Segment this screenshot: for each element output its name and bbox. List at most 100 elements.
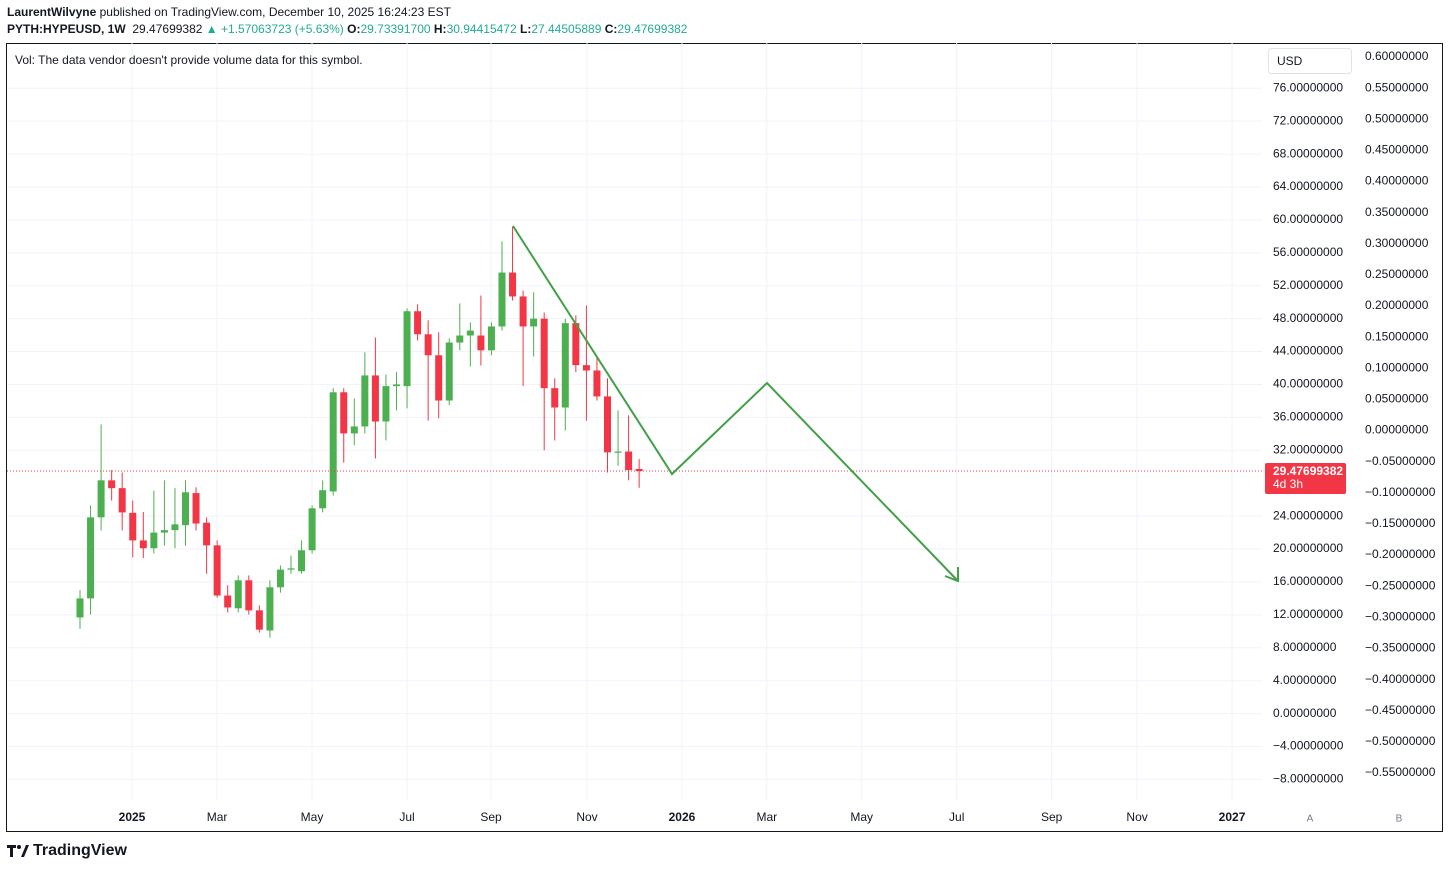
y-tick-label: 40.00000000	[1273, 377, 1343, 391]
y2-tick-label: −0.20000000	[1365, 547, 1436, 561]
y2-tick-label: 0.15000000	[1365, 329, 1429, 343]
candle-body	[498, 272, 506, 327]
axes: 76.00000000 72.00000000 68.00000000 64.0000…	[119, 49, 1436, 824]
y-tick-label: 64.00000000	[1273, 179, 1343, 193]
ohlc-value: 29.73391700	[360, 22, 431, 36]
candle-body	[118, 488, 126, 513]
published: published on TradingView.com, December 1…	[99, 5, 451, 19]
y2-tick-label: 0.60000000	[1365, 49, 1429, 63]
candle-body	[213, 545, 221, 596]
y2-tick-label: 0.30000000	[1365, 236, 1429, 250]
y-tick-label: 60.00000000	[1273, 212, 1343, 226]
candle-body	[87, 517, 95, 599]
candle-body	[108, 480, 116, 489]
candles	[7, 226, 1262, 638]
ohlc-key: L:	[519, 22, 532, 36]
y2-tick-label: 0.55000000	[1365, 80, 1429, 94]
candle-body	[350, 426, 358, 434]
x-tick-label: Nov	[1126, 810, 1147, 824]
y-tick-label: 20.00000000	[1273, 541, 1343, 555]
candle-body	[329, 392, 337, 492]
x-tick-label: 2027	[1219, 810, 1246, 824]
candle-body	[224, 595, 232, 608]
logo-text: TradingView	[33, 842, 128, 859]
volume-note: Vol: The data vendor doesn't provide vol…	[15, 53, 363, 67]
candle-body	[424, 334, 432, 356]
publish-line: LaurentWilvyne published on TradingView.…	[7, 5, 451, 19]
candle-body	[340, 392, 348, 434]
y2-tick-label: 0.05000000	[1365, 392, 1429, 406]
x-tick-label: May	[301, 810, 324, 824]
candle-body	[466, 330, 474, 336]
candle-body	[582, 365, 590, 371]
candle-body	[435, 355, 443, 401]
y2-tick-label: −0.55000000	[1365, 765, 1436, 779]
y2-tick-label: −0.05000000	[1365, 454, 1436, 468]
currency-box[interactable]	[1268, 48, 1352, 74]
candle-body	[182, 492, 190, 526]
y2-tick-label: 0.00000000	[1365, 423, 1429, 437]
candle-body	[487, 326, 495, 351]
price-label-box	[1265, 463, 1346, 495]
last-price: 29.47699382	[132, 22, 203, 36]
y2-tick-label: −0.50000000	[1365, 734, 1436, 748]
y2-tick-label: −0.35000000	[1365, 641, 1436, 655]
candle-body	[509, 272, 517, 297]
candle-body	[551, 388, 559, 408]
y2-tick-label: 0.35000000	[1365, 205, 1429, 219]
y-tick-label: 8.00000000	[1273, 640, 1337, 654]
change-arrow: ▲	[205, 22, 218, 36]
candle-body	[276, 569, 284, 588]
x-tick-label: 2026	[669, 810, 696, 824]
x-tick-label: Sep	[480, 810, 502, 824]
y2-tick-label: 0.25000000	[1365, 267, 1429, 281]
candle-body	[298, 550, 306, 572]
chart-frame	[6, 43, 1443, 832]
candle-body	[477, 335, 485, 351]
x-tick-label: May	[850, 810, 873, 824]
candle-body	[160, 530, 168, 533]
log-scale-button[interactable]: B	[1396, 814, 1403, 825]
candle-body	[150, 532, 158, 549]
ohlc-value: 27.44505889	[531, 22, 602, 36]
y2-tick-label: −0.45000000	[1365, 703, 1436, 717]
ohlc-value: 29.47699382	[617, 22, 688, 36]
y-tick-label: 0.00000000	[1273, 706, 1337, 720]
y-tick-label: 72.00000000	[1273, 113, 1343, 127]
y2-tick-label: −0.10000000	[1365, 485, 1436, 499]
ohlc-value: 30.94415472	[446, 22, 517, 36]
y-tick-label: 16.00000000	[1273, 574, 1343, 588]
y2-tick-label: −0.40000000	[1365, 672, 1436, 686]
y-tick-label: 32.00000000	[1273, 442, 1343, 456]
y-tick-label: 56.00000000	[1273, 245, 1343, 259]
candle-body	[139, 540, 147, 549]
candle-body	[456, 335, 464, 343]
change: +1.57063723 (+5.63%)	[221, 22, 344, 36]
y-tick-label: 52.00000000	[1273, 278, 1343, 292]
candle-body	[129, 512, 137, 541]
y2-tick-label: 0.10000000	[1365, 360, 1429, 374]
candle-body	[308, 508, 316, 551]
ohlc-key: O:	[347, 22, 361, 36]
candle-body	[603, 396, 611, 453]
currency[interactable]: USD	[1277, 54, 1303, 68]
candle-body	[76, 598, 84, 618]
candle-body	[572, 323, 580, 366]
grid	[7, 43, 1262, 800]
candle-body	[234, 580, 242, 609]
y2-tick-label: −0.30000000	[1365, 610, 1436, 624]
candle-body	[445, 342, 453, 401]
symbol-line: PYTH:HYPEUSD, 1W 29.47699382 ▲ +1.570637…	[7, 22, 687, 36]
price-label: 29.47699382	[1273, 464, 1343, 478]
symbol: PYTH:HYPEUSD, 1W	[7, 22, 126, 36]
drawn-arrowhead	[944, 567, 959, 583]
y2-tick-label: 0.20000000	[1365, 298, 1429, 312]
candle-body	[519, 296, 527, 327]
x-tick-label: Mar	[207, 810, 228, 824]
ohlc-key: C:	[604, 22, 618, 36]
candle-body	[203, 522, 211, 546]
auto-scale-button[interactable]: A	[1307, 814, 1314, 825]
candle-body	[245, 580, 253, 611]
candle-body	[414, 311, 422, 335]
